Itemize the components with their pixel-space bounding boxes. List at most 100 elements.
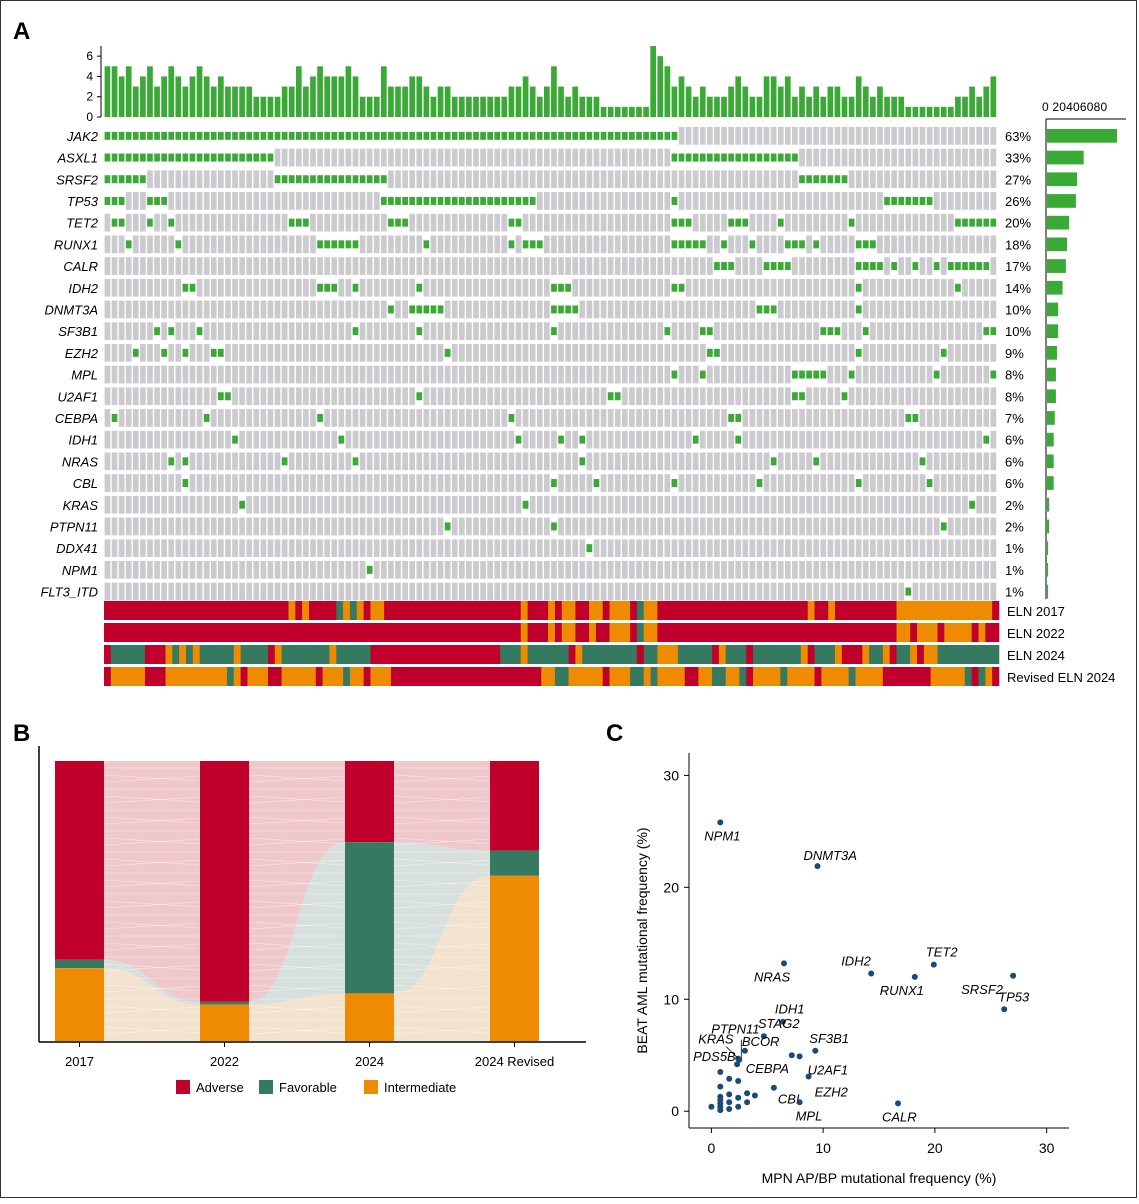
mutation-cell [189,153,196,162]
wildtype-cell [536,365,543,384]
classification-segment [739,667,747,686]
wildtype-cell [402,409,408,427]
wildtype-cell [884,409,890,427]
wildtype-cell [848,474,855,492]
wildtype-cell [147,387,153,406]
wildtype-cell [770,344,777,362]
wildtype-cell [898,561,905,579]
wildtype-cell [345,474,352,492]
mutation-count-bar [118,76,125,117]
wildtype-cell [246,452,253,471]
wildtype-cell [692,517,699,536]
mutation-cell [168,131,175,140]
wildtype-cell [572,582,579,601]
wildtype-cell [756,127,763,145]
sankey-flow-texture [393,837,491,845]
mutation-cell [983,262,990,271]
wildtype-cell [806,148,812,167]
wildtype-cell [295,430,302,449]
wildtype-cell [621,452,628,471]
wildtype-cell [884,582,890,601]
wildtype-cell [629,235,635,254]
wildtype-cell [451,365,458,384]
mutation-cell [678,283,685,292]
wildtype-cell [416,148,423,167]
wildtype-cell [678,365,685,384]
wildtype-cell [295,409,302,427]
sankey-flow-texture [393,859,491,867]
mutation-count-bar [714,96,720,117]
mutation-cell [338,435,345,444]
wildtype-cell [480,430,486,449]
wildtype-cell [381,430,387,449]
classification-segment [185,645,194,664]
wildtype-cell [366,192,373,210]
mutation-cell [820,370,827,379]
wildtype-cell [331,452,338,471]
wildtype-cell [111,344,118,362]
wildtype-cell [593,192,600,210]
mutation-count-bar [210,86,217,117]
wildtype-cell [373,278,380,297]
mutation-cell [551,283,557,292]
wildtype-cell [636,322,642,340]
wildtype-cell [409,278,416,297]
wildtype-cell [359,148,366,167]
wildtype-cell [721,430,727,449]
wildtype-cell [926,235,933,254]
wildtype-cell [536,300,543,319]
sankey-flow-texture [393,816,491,824]
wildtype-cell [770,430,777,449]
wildtype-cell [614,278,621,297]
wildtype-cell [295,561,302,579]
wildtype-cell [636,517,642,536]
wildtype-cell [140,430,146,449]
wildtype-cell [274,192,281,210]
wildtype-cell [990,495,997,514]
wildtype-cell [544,430,550,449]
wildtype-cell [544,495,550,514]
sankey-node [345,993,394,1041]
mutation-cell [862,327,869,336]
wildtype-cell [551,213,557,232]
wildtype-cell [707,365,713,384]
wildtype-cell [324,300,330,319]
wildtype-cell [381,300,387,319]
wildtype-cell [239,257,245,275]
wildtype-cell [862,300,869,319]
sankey-node [55,761,104,960]
wildtype-cell [855,322,862,340]
wildtype-cell [529,409,536,427]
wildtype-cell [515,452,522,471]
wildtype-cell [551,257,557,275]
wildtype-cell [381,409,387,427]
wildtype-cell [451,495,458,514]
wildtype-cell [947,561,954,579]
wildtype-cell [707,582,713,601]
wildtype-cell [671,257,678,275]
mutation-count-bar [444,86,451,117]
wildtype-cell [444,495,451,514]
mutation-count-bar [749,96,756,117]
classification-segment [800,645,808,664]
wildtype-cell [529,517,536,536]
mutation-cell [402,196,408,205]
wildtype-cell [253,387,260,406]
mutation-cell [352,283,359,292]
wildtype-cell [444,322,451,340]
classification-segment [104,667,112,686]
wildtype-cell [699,192,706,210]
wildtype-cell [990,561,997,579]
sankey-flow-texture [103,943,201,951]
mutation-cell [366,131,373,140]
wildtype-cell [678,430,685,449]
mutation-cell [310,175,316,184]
top-bar-y-tick-label: 6 [86,49,93,63]
wildtype-cell [572,257,579,275]
wildtype-cell [487,365,493,384]
mutation-cell [919,457,926,466]
wildtype-cell [303,148,309,167]
wildtype-cell [614,561,621,579]
wildtype-cell [416,517,423,536]
wildtype-cell [770,387,777,406]
